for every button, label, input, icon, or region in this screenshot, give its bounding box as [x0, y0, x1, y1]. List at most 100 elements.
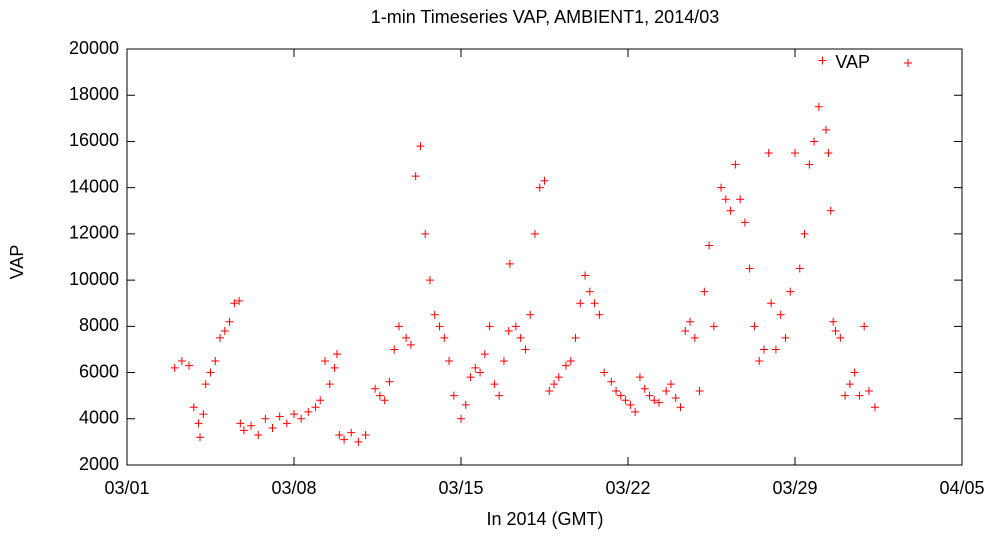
data-point [726, 206, 735, 215]
data-point [321, 357, 330, 365]
y-tick-label: 12000 [69, 223, 119, 243]
data-point [225, 317, 234, 326]
data-point [535, 183, 544, 192]
data-point [814, 102, 823, 111]
data-point [721, 195, 730, 204]
y-tick-label: 18000 [69, 84, 119, 104]
data-point [390, 345, 399, 354]
data-point [194, 419, 203, 428]
data-point [490, 380, 499, 389]
data-point [705, 241, 714, 250]
x-tick-label: 03/08 [271, 478, 316, 498]
data-point [521, 345, 530, 354]
data-point [471, 363, 480, 372]
data-point [206, 368, 215, 377]
data-point [297, 414, 306, 423]
plot-frame [126, 48, 963, 466]
data-point [201, 380, 210, 389]
data-point [740, 218, 749, 227]
data-point [499, 357, 508, 365]
data-point [800, 229, 809, 238]
data-point [709, 322, 718, 331]
data-point [616, 391, 625, 400]
data-point [776, 310, 785, 319]
data-point [511, 322, 520, 331]
data-point [411, 172, 420, 181]
data-point [406, 340, 415, 349]
data-point [330, 363, 339, 372]
data-point [745, 264, 754, 273]
data-point [347, 428, 356, 437]
data-point [640, 384, 649, 393]
data-point [361, 430, 370, 439]
data-point [700, 287, 709, 296]
data-point [505, 259, 514, 268]
data-point [335, 430, 344, 439]
data-point [239, 426, 248, 435]
data-point [864, 387, 873, 396]
chart-title: 1-min Timeseries VAP, AMBIENT1, 2014/03 [371, 7, 720, 27]
data-point [550, 380, 559, 389]
data-point [554, 373, 563, 382]
data-point [457, 414, 465, 423]
data-point [571, 333, 580, 342]
data-point [211, 357, 220, 365]
data-point [676, 403, 685, 412]
data-point [540, 176, 549, 185]
data-point [230, 299, 239, 308]
x-tick-label: 03/01 [104, 478, 149, 498]
data-point [810, 137, 819, 146]
data-point [585, 287, 594, 296]
data-point [759, 345, 768, 354]
data-point [435, 322, 444, 331]
data-point [196, 433, 205, 442]
data-point [655, 398, 664, 407]
data-point [480, 350, 489, 359]
data-point [755, 357, 764, 365]
x-axis-label: In 2014 (GMT) [486, 509, 603, 529]
data-point [791, 149, 799, 157]
data-point [795, 264, 804, 273]
y-tick-label: 20000 [69, 38, 119, 58]
data-point [371, 384, 380, 393]
data-point [325, 380, 334, 389]
y-tick-label: 8000 [79, 315, 119, 335]
data-point [545, 387, 554, 396]
y-tick-label: 2000 [79, 454, 119, 474]
x-tick-label: 03/22 [605, 478, 650, 498]
data-point [731, 160, 740, 169]
data-point [824, 149, 833, 157]
data-point [855, 391, 864, 400]
data-point [736, 195, 745, 204]
data-point [635, 373, 644, 382]
data-point [304, 407, 313, 416]
data-point [485, 322, 494, 331]
data-point [311, 403, 320, 412]
data-point [385, 377, 394, 386]
data-point [416, 142, 425, 151]
data-point [177, 357, 186, 365]
data-point [831, 326, 840, 335]
data-point [860, 322, 869, 331]
data-point [380, 396, 389, 405]
data-point [316, 396, 325, 405]
data-point [261, 414, 270, 423]
data-point [340, 435, 349, 444]
x-tick-label: 03/29 [772, 478, 817, 498]
data-point [621, 396, 630, 405]
data-point [845, 380, 854, 389]
data-point [449, 391, 458, 400]
x-tick-label: 04/05 [939, 478, 984, 498]
x-tick-label: 03/15 [438, 478, 483, 498]
data-point [445, 357, 454, 365]
data-point [870, 403, 879, 412]
data-point [666, 380, 675, 389]
data-point [170, 363, 179, 372]
data-point [581, 271, 590, 280]
data-point [850, 368, 859, 377]
data-point [185, 361, 194, 370]
data-point [607, 377, 616, 386]
y-tick-label: 4000 [79, 408, 119, 428]
data-point [440, 333, 449, 342]
data-point [626, 400, 635, 409]
